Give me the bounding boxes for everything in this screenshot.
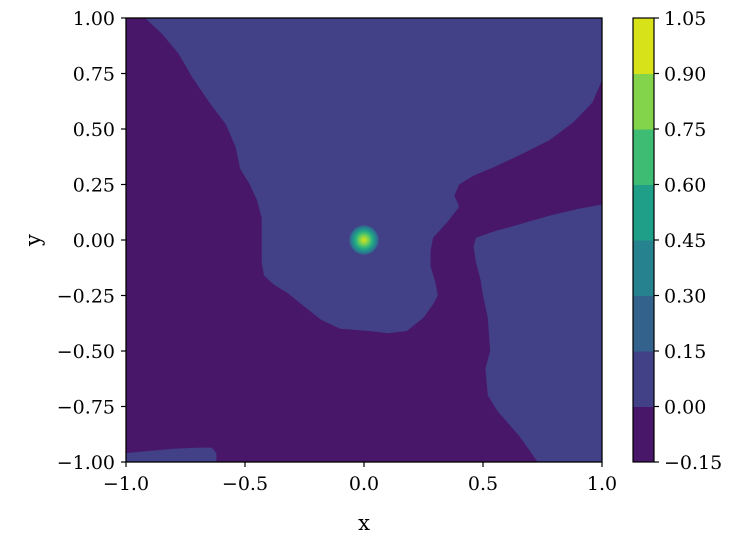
colorbar-tick-label: 1.05 [664,8,706,30]
y-axis-label: y [21,234,45,247]
colorbar-segment [633,406,654,463]
colorbar-tick-label: −0.15 [664,452,722,474]
colorbar: −0.15 0.00 0.15 0.30 0.45 0.60 0.75 0.90 1.05 [632,8,722,474]
contour-region-bottom-left-region [126,447,217,462]
colorbar-tick-label: 0.45 [664,230,706,252]
x-tick-label: 1.0 [587,473,617,495]
contour-peak [348,224,380,256]
colorbar-segment [633,351,654,407]
colorbar-tick-label: 0.90 [664,64,706,86]
colorbar-tick-label: 0.00 [664,397,706,419]
y-tick-label: 1.00 [73,8,115,30]
x-axis: −1.0 −0.5 0.0 0.5 1.0 [103,462,617,495]
y-axis: −1.00 −0.75 −0.50 −0.25 0.00 0.25 0.50 0.75 1.00 [57,8,126,474]
x-tick-label: −0.5 [222,473,268,495]
x-tick-label: −1.0 [103,473,149,495]
colorbar-segment [633,73,654,130]
colorbar-segment [633,184,654,241]
colorbar-segment [633,295,654,352]
plot-area [126,18,602,462]
contour-region-upper-region [145,18,602,334]
y-tick-label: 0.00 [73,230,115,252]
y-tick-label: 0.25 [73,175,115,197]
colorbar-segment [633,18,654,74]
colorbar-segment [633,240,654,296]
y-tick-label: −1.00 [57,452,115,474]
colorbar-segment [633,129,654,185]
contour-region-right-region [473,204,602,462]
colorbar-tick-label: 0.75 [664,119,706,141]
x-tick-label: 0.0 [349,473,379,495]
colorbar-tick-label: 0.15 [664,341,706,363]
x-tick-label: 0.5 [468,473,498,495]
y-tick-label: 0.75 [73,64,115,86]
y-tick-label: 0.50 [73,119,115,141]
y-tick-label: −0.50 [57,341,115,363]
y-tick-label: −0.25 [57,286,115,308]
x-axis-label: x [358,511,370,535]
colorbar-tick-label: 0.30 [664,286,706,308]
colorbar-tick-label: 0.60 [664,175,706,197]
y-tick-label: −0.75 [57,397,115,419]
